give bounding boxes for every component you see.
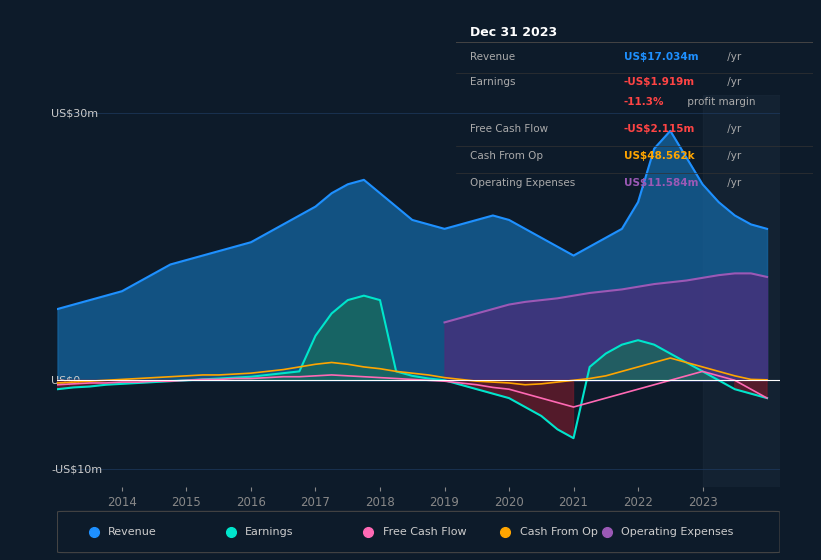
Text: Cash From Op: Cash From Op — [470, 151, 543, 161]
Text: Free Cash Flow: Free Cash Flow — [383, 527, 466, 537]
Text: -US$1.919m: -US$1.919m — [623, 77, 695, 87]
Text: /yr: /yr — [723, 77, 741, 87]
Text: Earnings: Earnings — [470, 77, 516, 87]
Text: US$30m: US$30m — [51, 108, 99, 118]
Text: /yr: /yr — [723, 124, 741, 134]
Text: US$0: US$0 — [51, 375, 80, 385]
Text: Operating Expenses: Operating Expenses — [621, 527, 733, 537]
Text: US$17.034m: US$17.034m — [623, 52, 698, 62]
Text: -US$2.115m: -US$2.115m — [623, 124, 695, 134]
Text: Earnings: Earnings — [245, 527, 294, 537]
Text: /yr: /yr — [723, 151, 741, 161]
Text: -US$10m: -US$10m — [51, 464, 102, 474]
Bar — [703, 95, 780, 487]
Text: -11.3%: -11.3% — [623, 97, 664, 108]
Text: US$48.562k: US$48.562k — [623, 151, 694, 161]
Text: Revenue: Revenue — [470, 52, 515, 62]
Text: Free Cash Flow: Free Cash Flow — [470, 124, 548, 134]
Text: Operating Expenses: Operating Expenses — [470, 178, 576, 188]
Text: Revenue: Revenue — [108, 527, 157, 537]
Text: US$11.584m: US$11.584m — [623, 178, 698, 188]
Text: /yr: /yr — [723, 178, 741, 188]
Text: Cash From Op: Cash From Op — [520, 527, 598, 537]
Text: /yr: /yr — [723, 52, 741, 62]
Text: profit margin: profit margin — [684, 97, 755, 108]
Text: Dec 31 2023: Dec 31 2023 — [470, 26, 557, 39]
